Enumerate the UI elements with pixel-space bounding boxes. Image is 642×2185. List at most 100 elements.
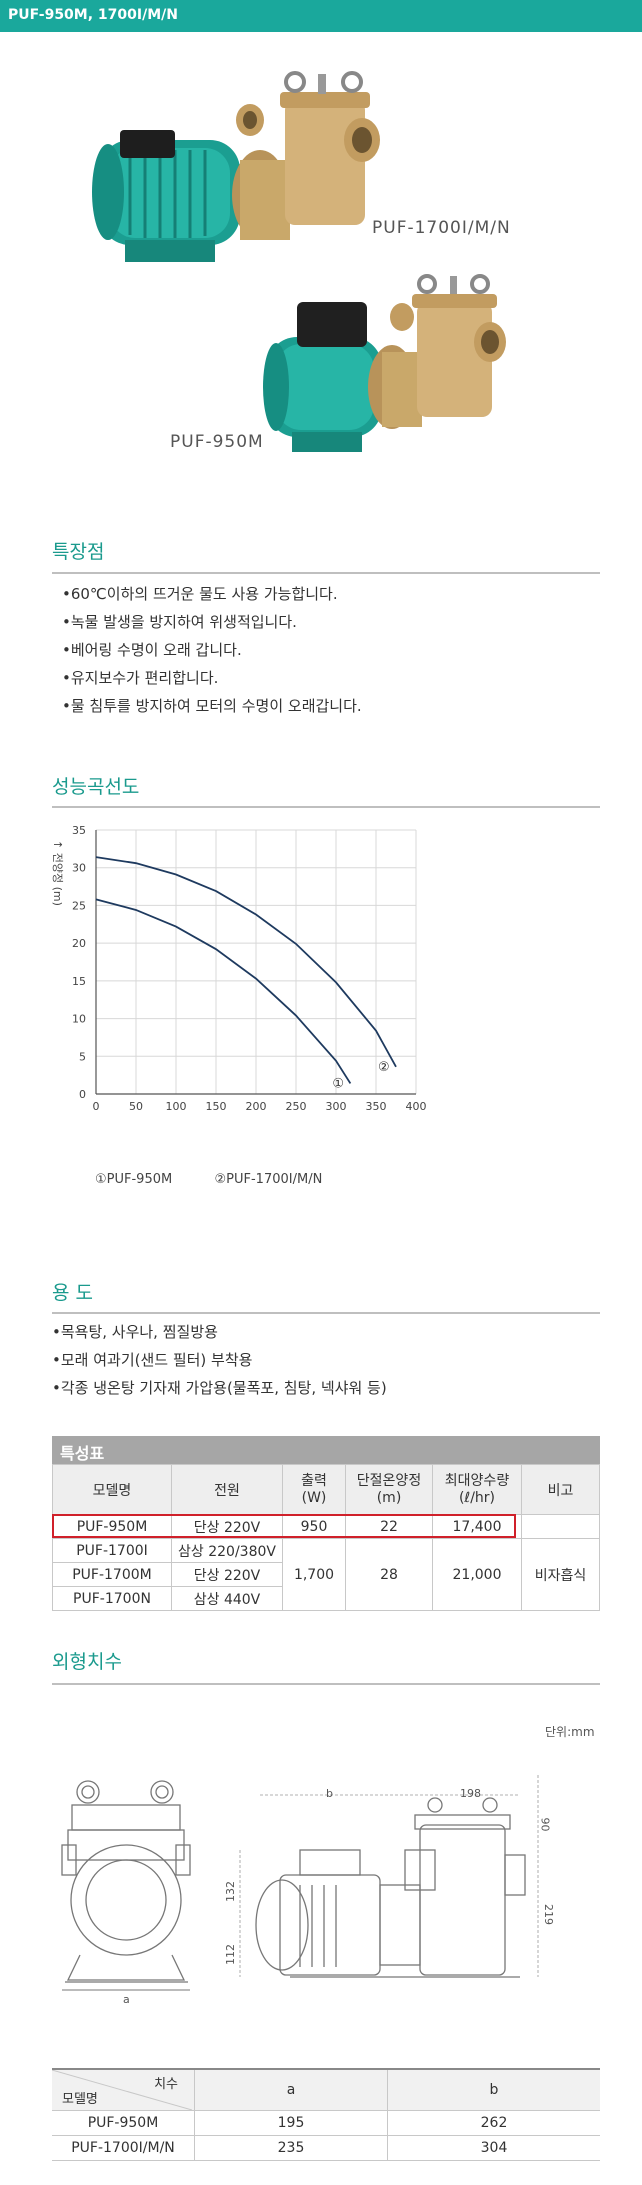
- dim-corner-top: 치수: [154, 2077, 178, 2092]
- y-tick-label: 0: [79, 1088, 86, 1101]
- dim-header-a: a: [194, 2070, 388, 2111]
- table-row: PUF-950M 단상 220V 950 22 17,400: [52, 1514, 600, 1539]
- table-row: PUF-1700N 삼상 440V: [52, 1586, 600, 1611]
- usage-item: •목욕탕, 사우나, 찜질방용: [52, 1323, 218, 1341]
- feature-item: •베어링 수명이 오래 갑니다.: [62, 641, 242, 659]
- side-view-drawing: [239, 1775, 539, 1978]
- dim-label-219: 219: [542, 1904, 555, 1925]
- x-tick-label: 200: [246, 1100, 267, 1112]
- table-row: PUF-1700I/M/N 235 304: [52, 2135, 600, 2161]
- spec-cell-flow: 21,000: [432, 1538, 522, 1611]
- dim-cell-a: 235: [194, 2135, 388, 2161]
- dim-cell-model: PUF-950M: [52, 2110, 195, 2136]
- spec-cell-model: PUF-1700I: [52, 1538, 172, 1563]
- performance-title: 성능곡선도: [52, 776, 140, 798]
- usage-item: •각종 냉온탕 기자재 가압용(물폭포, 침탕, 넥샤워 등): [52, 1379, 387, 1397]
- spec-table: 모델명 전원 출력 (W) 단절온양정 (m) 최대양수량 (ℓ/hr) 비고 …: [52, 1464, 600, 1611]
- spec-header-output: 출력 (W): [282, 1464, 346, 1515]
- usage-divider: [52, 1312, 600, 1314]
- series-end-label-1: ①: [332, 1076, 344, 1091]
- dimensions-title: 외형치수: [52, 1651, 122, 1673]
- spec-header-note: 비고: [521, 1464, 600, 1515]
- usage-title: 용 도: [52, 1282, 93, 1304]
- spec-cell-model: PUF-1700N: [52, 1586, 172, 1611]
- dim-label-90: 90: [538, 1817, 552, 1832]
- spec-cell-power: 삼상 220/380V: [171, 1538, 283, 1563]
- legend-item-2: ②PUF-1700I/M/N: [214, 1172, 323, 1187]
- feature-item: •물 침투를 방지하여 모터의 수명이 오래갑니다.: [62, 697, 362, 715]
- dim-corner-bottom: 모델명: [62, 2091, 98, 2107]
- performance-chart: 0 50 100 150 200 250 300 350 400 0 5 10 15 20 25 30 35 ↑ …: [51, 824, 427, 1112]
- y-tick-label: 5: [79, 1050, 86, 1063]
- spec-cell-note: 비자흡식: [521, 1538, 600, 1611]
- spec-title-bar: 특성표: [52, 1436, 600, 1464]
- table-row: PUF-1700M 단상 220V: [52, 1562, 600, 1587]
- feature-item: •유지보수가 편리합니다.: [62, 669, 219, 687]
- dim-header-b: b: [387, 2070, 600, 2111]
- y-tick-label: 25: [72, 899, 86, 912]
- feature-item: •녹물 발생을 방지하여 위생적입니다.: [62, 613, 297, 631]
- dim-cell-model: PUF-1700I/M/N: [52, 2135, 195, 2161]
- features-list: •60℃이하의 뜨거운 물도 사용 가능합니다. •녹물 발생을 방지하여 위생…: [62, 580, 362, 720]
- table-row: PUF-1700I 삼상 220/380V 1,700 28 21,000 비자…: [52, 1538, 600, 1611]
- pump-950-label: PUF-950M: [170, 432, 264, 452]
- spec-cell-head: 28: [345, 1538, 433, 1611]
- spec-title: 특성표: [60, 1444, 105, 1463]
- series-line-2: [95, 856, 397, 1068]
- dim-label-132: 132: [224, 1881, 237, 1902]
- y-tick-label: 10: [72, 1013, 86, 1026]
- pump-1700-label: PUF-1700I/M/N: [372, 218, 511, 238]
- x-tick-label: 100: [166, 1100, 187, 1112]
- highlight-box: [52, 1514, 516, 1538]
- dim-label-a: a: [123, 1993, 130, 2006]
- y-tick-label: 15: [72, 975, 86, 988]
- feature-item: •60℃이하의 뜨거운 물도 사용 가능합니다.: [62, 585, 338, 603]
- performance-divider: [52, 806, 600, 808]
- dim-cell-b: 304: [387, 2135, 600, 2161]
- pump-950-image: [263, 274, 506, 452]
- usage-item: •모래 여과기(샌드 필터) 부착용: [52, 1351, 253, 1369]
- spec-cell-note: [521, 1514, 600, 1539]
- y-tick-label: 35: [72, 824, 86, 837]
- chart-legend: ①PUF-950M ②PUF-1700I/M/N: [95, 1172, 322, 1187]
- usage-list: •목욕탕, 사우나, 찜질방용 •모래 여과기(샌드 필터) 부착용 •각종 냉…: [52, 1318, 387, 1402]
- dim-label-198: 198: [460, 1787, 481, 1800]
- x-tick-label: 300: [326, 1100, 347, 1112]
- corner-diagonal: [52, 2070, 192, 2110]
- unit-label: 단위:mm: [545, 1725, 595, 1739]
- dim-cell-a: 195: [194, 2110, 388, 2136]
- spec-header-model: 모델명: [52, 1464, 172, 1515]
- spec-cell-power: 단상 220V: [171, 1562, 283, 1587]
- dim-table-top-line: [52, 2068, 600, 2070]
- x-tick-label: 400: [406, 1100, 427, 1112]
- header-title: PUF-950M, 1700I/M/N: [8, 7, 178, 23]
- dim-table-corner: 치수 모델명: [52, 2070, 195, 2111]
- features-title: 특장점: [52, 541, 105, 563]
- series-end-label-2: ②: [378, 1060, 390, 1075]
- header-bar: PUF-950M, 1700I/M/N: [0, 0, 642, 32]
- y-tick-label: 30: [72, 862, 86, 875]
- spec-cell-head: 22: [345, 1514, 433, 1539]
- pump-1700-image: [92, 71, 380, 262]
- spec-cell-flow: 17,400: [432, 1514, 522, 1539]
- y-tick-label: 20: [72, 937, 86, 950]
- dim-cell-b: 262: [387, 2110, 600, 2136]
- front-view-drawing: [61, 1780, 191, 1991]
- spec-cell-power: 삼상 440V: [171, 1586, 283, 1611]
- features-divider: [52, 572, 600, 574]
- spec-cell-output: 1,700: [282, 1538, 346, 1611]
- spec-cell-model: PUF-1700M: [52, 1562, 172, 1587]
- dimensions-divider: [52, 1683, 600, 1685]
- spec-header-power: 전원: [171, 1464, 283, 1515]
- spec-header-flow: 최대양수량 (ℓ/hr): [432, 1464, 522, 1515]
- table-row: PUF-950M 195 262: [52, 2110, 600, 2136]
- x-tick-label: 350: [366, 1100, 387, 1112]
- x-tick-label: 50: [129, 1100, 143, 1112]
- x-tick-label: 0: [93, 1100, 100, 1112]
- dimension-table: 치수 모델명 a b PUF-950M 195 262 PUF-1700I/M/…: [52, 2070, 600, 2161]
- x-tick-label: 250: [286, 1100, 307, 1112]
- legend-item-1: ①PUF-950M: [95, 1172, 173, 1187]
- spec-header-head: 단절온양정 (m): [345, 1464, 433, 1515]
- y-axis-label: ↑ 전양정 (m): [51, 840, 64, 906]
- x-tick-label: 150: [206, 1100, 227, 1112]
